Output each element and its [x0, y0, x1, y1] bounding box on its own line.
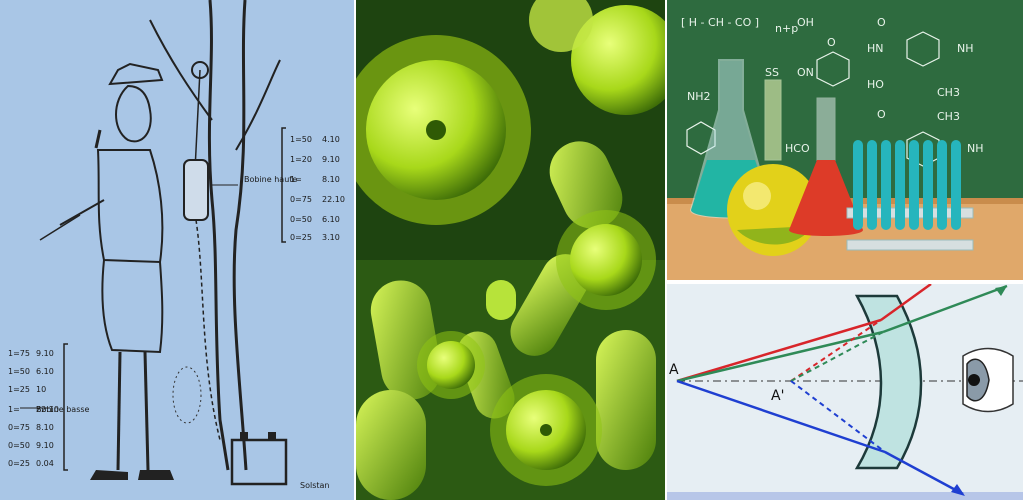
table-row: 9.10 — [322, 155, 340, 164]
formula-text: CH3 — [937, 86, 960, 99]
ray-green — [676, 330, 884, 383]
table-row: 0=75 — [8, 423, 30, 432]
table-row: 6.10 — [36, 367, 54, 376]
spiky-virus — [427, 341, 475, 389]
top-coil-label: Bobine haute — [244, 175, 297, 184]
table-row: 8.10 — [322, 175, 340, 184]
microbes-illustration — [356, 0, 665, 500]
formula-text: NH2 — [687, 90, 711, 103]
formula-text: OH — [797, 16, 814, 29]
formula-text: n+p — [775, 22, 798, 35]
table-row: 4.10 — [322, 135, 340, 144]
point-a-prime-label: A' — [771, 388, 784, 404]
ray-blue — [676, 379, 886, 454]
table-row: 0=25 — [8, 459, 30, 468]
table-row: 0=75 — [290, 195, 312, 204]
table-row: 22.10 — [322, 195, 345, 204]
formula-text: HCO — [785, 142, 810, 155]
table-row: 0=50 — [8, 441, 30, 450]
panel-divider — [665, 0, 667, 500]
bottom-coil-label: Bobine basse — [36, 405, 90, 414]
formula-text: CH3 — [937, 110, 960, 123]
formula-text: [ H - CH - CO ] — [681, 16, 759, 29]
bacillus-rod — [596, 330, 656, 470]
table-row: 9.10 — [36, 441, 54, 450]
formula-text: SS — [765, 66, 779, 79]
table-row: 22.10 — [36, 405, 59, 414]
table-row: 1=50 — [290, 135, 312, 144]
lens — [854, 294, 923, 470]
table-row: 8.10 — [36, 423, 54, 432]
bacillus-rod — [549, 141, 623, 229]
spiky-virus — [356, 35, 531, 225]
table-row: 10 — [36, 385, 46, 394]
table-row: 0=50 — [290, 215, 312, 224]
formula-text: NH — [967, 142, 984, 155]
point-a-label: A — [669, 362, 679, 378]
table-row: 1=50 — [8, 367, 30, 376]
table-row: 9.10 — [36, 349, 54, 358]
optics-diagram: A A' — [667, 284, 1023, 500]
ray-red — [676, 318, 882, 383]
table-row: 1=75 — [8, 349, 30, 358]
cell-sphere — [571, 5, 665, 115]
bacillus-rod — [356, 390, 426, 500]
chalkboard-formulas: [ H - CH - CO ] n+p OH SS ON O O HN HO N… — [681, 16, 984, 167]
top-measurement-table: 1=50 4.10 1=20 9.10 1= 8.10 0=75 22.10 0… — [290, 135, 345, 242]
eye-icon — [962, 347, 1014, 413]
formula-text: HO — [867, 78, 884, 91]
formula-text: HN — [867, 42, 884, 55]
artist-signature: Solstan — [300, 481, 329, 490]
formula-text: NH — [957, 42, 974, 55]
table-row: 3.10 — [322, 233, 340, 242]
red-flask — [789, 97, 863, 236]
microbes-panel — [356, 0, 665, 500]
table-row: 1=25 — [8, 385, 30, 394]
table-row: 1= — [290, 175, 302, 184]
test-tube-rack — [846, 140, 974, 251]
chemistry-illustration: [ H - CH - CO ] n+p OH SS ON O O HN HO N… — [667, 0, 1023, 280]
formula-text: ON — [797, 66, 814, 79]
panel-divider — [667, 280, 1023, 284]
formula-text: O — [877, 16, 886, 29]
spiky-virus — [570, 224, 642, 296]
sketch-illustration: Bobine haute Bobine basse Solstan 1=50 4… — [8, 0, 345, 490]
optics-panel: A A' — [667, 284, 1023, 500]
table-row: 0.04 — [36, 459, 54, 468]
vintage-sketch-panel: Bobine haute Bobine basse Solstan 1=50 4… — [0, 0, 354, 500]
chemistry-panel: [ H - CH - CO ] n+p OH SS ON O O HN HO N… — [667, 0, 1023, 280]
formula-text: O — [827, 36, 836, 49]
bottom-measurement-table: 1=75 9.10 1=50 6.10 1=25 10 1= 22.10 0=7… — [8, 349, 59, 468]
table-row: 1= — [8, 405, 20, 414]
panel-divider — [354, 0, 356, 500]
table-row: 0=25 — [290, 233, 312, 242]
table-row: 1=20 — [290, 155, 312, 164]
formula-text: O — [877, 108, 886, 121]
table-row: 6.10 — [322, 215, 340, 224]
